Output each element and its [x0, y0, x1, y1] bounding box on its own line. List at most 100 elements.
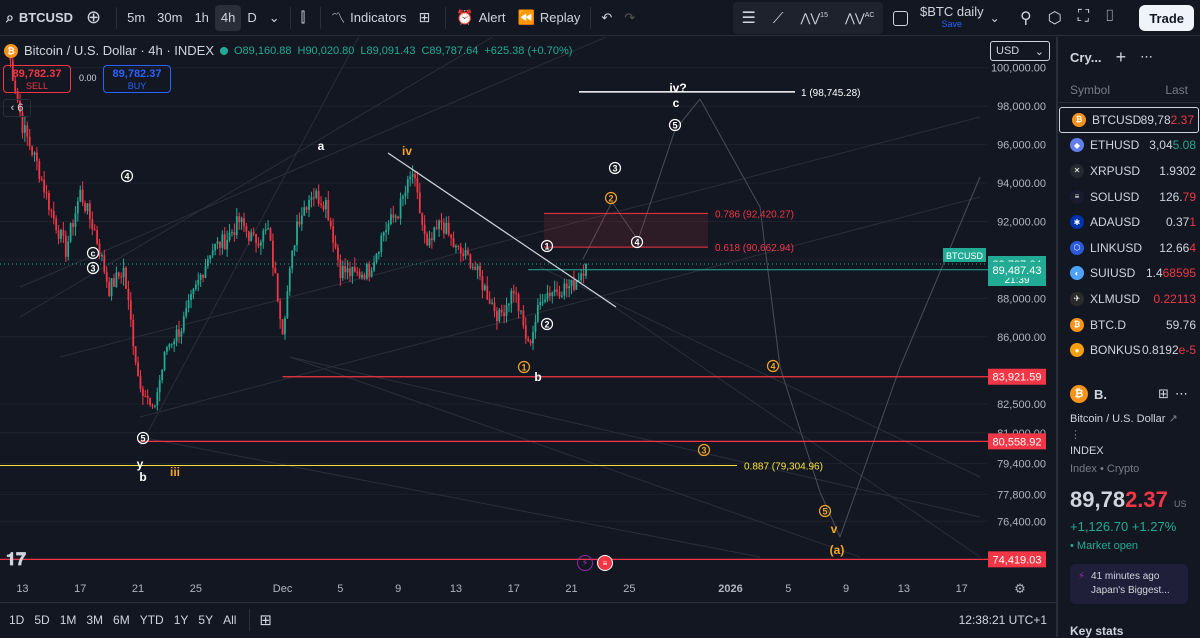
interval-30m[interactable]: 30m — [157, 10, 183, 25]
settings-icon[interactable]: ⬡ — [1047, 10, 1062, 27]
clock[interactable]: 12:38:21 UTC+1 — [958, 613, 1047, 627]
wave-label[interactable]: y — [137, 457, 144, 471]
wave-count-marker[interactable]: 1 — [540, 239, 554, 253]
grid-icon[interactable]: ⊞ — [1158, 386, 1169, 401]
price-axis[interactable]: 100,000.00 98,000.00 96,000.00 94,000.00 92,… — [943, 37, 1052, 600]
chart-type-button[interactable]: ⫿ — [295, 0, 316, 36]
wave-count-marker[interactable]: 5 — [818, 504, 832, 518]
detail-name-text[interactable]: Bitcoin / U.S. Dollar — [1070, 413, 1166, 425]
watchlist-title[interactable]: Cry... — [1070, 49, 1102, 65]
wave-count-marker[interactable]: 4 — [766, 359, 780, 373]
axis-settings-icon[interactable]: ⚙ — [1014, 581, 1026, 596]
object-tree-icon[interactable]: ⚲ — [1020, 10, 1032, 27]
wave-label[interactable]: (a) — [830, 543, 845, 557]
detail-symbol[interactable]: B. — [1094, 386, 1107, 402]
lightning-icon[interactable]: ⚡ — [577, 555, 593, 571]
interval-d[interactable]: D — [247, 10, 257, 25]
wave-label[interactable]: iv? — [669, 81, 686, 95]
price-tag[interactable] — [988, 433, 1046, 450]
elliott-correction-icon[interactable]: ⋀⋁AC — [845, 11, 875, 25]
wave-count-marker[interactable]: 2 — [540, 317, 554, 331]
range-5y[interactable]: 5Y — [198, 613, 214, 627]
watchlist-row-bonkus[interactable]: ● BONKUS 0.8192e-5 — [1058, 337, 1200, 363]
column-last[interactable]: Last — [1165, 82, 1188, 97]
wave-count-marker[interactable]: c — [86, 246, 100, 260]
wave-label[interactable]: c — [673, 96, 680, 110]
undo-button[interactable]: ↶ — [595, 0, 618, 36]
wave-count-marker[interactable]: 3 — [608, 161, 622, 175]
redo-button[interactable]: ↷ — [618, 0, 641, 36]
range-all[interactable]: All — [223, 613, 237, 627]
replay-button[interactable]: ⏪ Replay — [511, 0, 586, 36]
wave-count-marker[interactable]: 5 — [668, 118, 682, 132]
price-chart[interactable]: 1 (98,745.28) 0.786 (92,420.27) 0.618 (90,… — [0, 37, 1052, 600]
alert-button[interactable]: ⏰ Alert — [450, 0, 511, 36]
wave-label[interactable]: b — [139, 470, 146, 484]
add-symbol-icon[interactable]: + — [1115, 46, 1127, 67]
range-ytd[interactable]: YTD — [139, 613, 164, 627]
symbol-search[interactable]: ⌕ BTCUSD — [0, 0, 80, 36]
watchlist-row-xrpusd[interactable]: ✕ XRPUSD 1.9302 — [1058, 158, 1200, 184]
key-stats-heading[interactable]: Key stats — [1070, 624, 1124, 638]
layout-button[interactable]: $BTC daily Save ⌄ — [893, 5, 1000, 30]
watchlist-row-linkusd[interactable]: ⬡ LINKUSD 12.664 — [1058, 235, 1200, 261]
range-6m[interactable]: 6M — [113, 613, 130, 627]
watchlist-row-solusd[interactable]: ≡ SOLUSD 126.79 — [1058, 184, 1200, 210]
date-range-button[interactable]: ⊞ — [254, 611, 277, 629]
sell-button[interactable]: 89,782.37 SELL — [3, 65, 71, 93]
watchlist-row-suiusd[interactable]: ◐ SUIUSD 1.468595 — [1058, 261, 1200, 287]
interval-4h[interactable]: 4h — [214, 4, 242, 31]
indicators-button[interactable]: 〽 Indicators — [325, 0, 412, 36]
elliott-impulse-icon[interactable]: ⋀⋁15 — [800, 11, 828, 25]
interval-1h[interactable]: 1h — [194, 10, 209, 25]
more-icon[interactable]: ⋯ — [1140, 49, 1154, 64]
chart-area[interactable]: 1 (98,745.28) 0.786 (92,420.27) 0.618 (90,… — [0, 37, 1052, 600]
indicators-toggle[interactable]: ‹ 6 — [3, 99, 31, 117]
wave-count-marker[interactable]: 4 — [120, 169, 134, 183]
more-icon[interactable]: ⋯ — [1175, 386, 1188, 401]
fib-extension-icon[interactable]: ⟋ — [772, 9, 784, 27]
fib-retracement-icon[interactable]: ☰ — [741, 10, 756, 27]
wave-count-marker[interactable]: 1 — [517, 360, 531, 374]
wave-label[interactable]: iv — [402, 144, 412, 158]
wave-count-marker[interactable]: 3 — [697, 443, 711, 457]
trendline[interactable] — [387, 152, 617, 308]
templates-button[interactable]: ⊞ — [413, 0, 442, 36]
wave-label[interactable]: b — [534, 370, 541, 384]
time-axis[interactable]: 13 17 21 25 Dec 5 9 13 17 21 25 2026 5 9 13 17 ⚙ — [16, 581, 1026, 596]
wave-count-marker[interactable]: 4 — [630, 235, 644, 249]
range-3m[interactable]: 3M — [86, 613, 104, 627]
interval-dropdown[interactable]: ⌄ — [263, 0, 286, 36]
news-card[interactable]: ⚡ 41 minutes ago Japan's Biggest... — [1070, 564, 1188, 604]
column-symbol[interactable]: Symbol — [1070, 82, 1111, 97]
wave-count-marker[interactable]: 2 — [604, 191, 618, 205]
price-tag[interactable] — [988, 261, 1046, 278]
price-tag[interactable] — [988, 368, 1046, 385]
trade-button[interactable]: Trade — [1139, 5, 1194, 31]
watchlist-row-xlmusd[interactable]: ✈ XLMUSD 0.22113 — [1058, 286, 1200, 312]
external-link-icon[interactable]: ↗ — [1168, 413, 1178, 425]
wave-label[interactable]: iii — [170, 465, 180, 479]
watchlist-row-ethusd[interactable]: ◆ ETHUSD 3,045.08 — [1058, 133, 1200, 159]
drawings[interactable]: 1 (98,745.28) 0.786 (92,420.27) 0.618 (90,… — [0, 81, 988, 560]
fullscreen-icon[interactable]: ⛶ — [1077, 8, 1089, 25]
camera-icon[interactable]: ⌷ — [1104, 8, 1115, 25]
wave-label[interactable]: v — [831, 522, 838, 536]
panel-divider[interactable] — [1056, 37, 1058, 637]
wave-count-marker[interactable]: 3 — [86, 261, 100, 275]
range-1d[interactable]: 1D — [9, 613, 25, 627]
watchlist-row-btcd[interactable]: ₿ BTC.D 59.76 — [1058, 312, 1200, 338]
dots-icon[interactable]: ⋮ — [1070, 429, 1081, 441]
range-1y[interactable]: 1Y — [173, 613, 189, 627]
wave-label[interactable]: a — [318, 139, 325, 153]
currency-select[interactable]: USD ⌄ — [990, 41, 1050, 61]
price-tag[interactable] — [988, 551, 1046, 568]
add-symbol-button[interactable]: ⊕ — [80, 0, 112, 36]
us-flag-icon[interactable]: ≡ — [597, 555, 613, 571]
interval-5m[interactable]: 5m — [127, 10, 146, 25]
range-5d[interactable]: 5D — [34, 613, 50, 627]
buy-button[interactable]: 89,782.37 BUY — [103, 65, 171, 93]
wave-count-marker[interactable]: 5 — [136, 431, 150, 445]
watchlist-row-adausd[interactable]: ✱ ADAUSD 0.371 — [1058, 209, 1200, 235]
watchlist-row-btcusd[interactable]: ₿ BTCUSD 89,782.37 — [1059, 107, 1199, 133]
